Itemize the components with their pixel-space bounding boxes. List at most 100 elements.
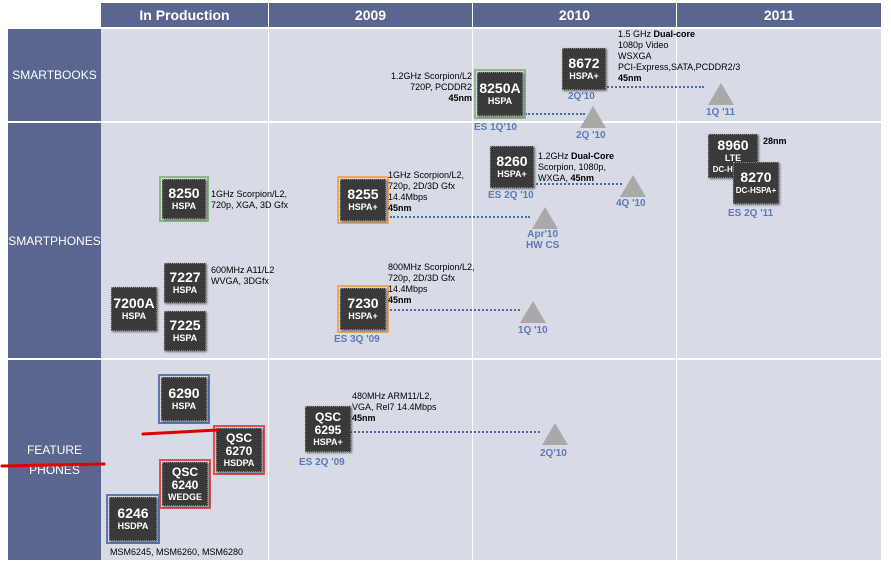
red-underline-bottom: [0, 462, 106, 468]
note-8260-l2: Scorpion, 1080p,: [538, 162, 607, 172]
connector-8672: [604, 86, 704, 88]
note-8260: 1.2GHz Dual-Core Scorpion, 1080p, WXGA, …: [538, 151, 614, 184]
milestone-triangle-apr10: [532, 207, 558, 229]
chip-8270: 8270 DC-HSPA+: [733, 162, 779, 204]
chip-qsc6270: QSC 6270 HSDPA: [216, 428, 262, 472]
note-7227-l2: WVGA, 3DGfx: [211, 276, 270, 286]
chip-8255-sub: HSPA+: [348, 202, 378, 212]
chip-qsc6295-l1: QSC: [314, 409, 341, 424]
frame-qsc6270: [213, 425, 265, 475]
cell-smartbooks-2009: [269, 29, 472, 121]
chip-qsc6240-l2: 6240: [171, 477, 199, 492]
chip-8270-sub: DC-HSPA+: [735, 186, 777, 195]
row-label-feature-line1: FEATURE: [26, 443, 83, 457]
connector-7230: [390, 309, 520, 311]
frame-6290: [158, 374, 210, 424]
note-8672-l1a: 1.5 GHz: [618, 29, 654, 39]
header-2010: 2010: [473, 3, 676, 27]
note-7227-l1: 600MHz A11/L2: [211, 265, 275, 275]
milestone-triangle-2q10: [580, 106, 606, 128]
note-8250a-l2: 720P, PCDDR2: [410, 82, 472, 92]
note-6295-l2: VGA, Rel7 14.4Mbps: [352, 402, 437, 412]
chip-7227-name: 7227: [169, 269, 201, 285]
date-6295: ES 2Q '09: [299, 457, 345, 468]
milestone-triangle-4q10: [620, 175, 646, 197]
note-8960: 28nm: [763, 136, 787, 146]
note-8255: 1GHz Scorpion/L2, 720p, 2D/3D Gfx 14.4Mb…: [388, 170, 464, 214]
note-8672-l1b: Dual-core: [653, 29, 696, 39]
red-underline-top: [141, 428, 220, 436]
chip-6290-name: 6290: [168, 385, 200, 401]
chip-8250-name: 8250: [168, 185, 200, 201]
chip-8250: 8250 HSPA: [162, 179, 206, 219]
note-8672: 1.5 GHz Dual-core 1080p Video WSXGA PCI-…: [618, 29, 740, 84]
chip-7230-sub: HSPA+: [348, 311, 378, 321]
date-tri-1q10: 1Q '10: [518, 325, 548, 336]
connector-8250a: [525, 113, 585, 115]
chip-8250a: 8250A HSPA: [477, 72, 523, 116]
date-tri-apr10-l2: HW CS: [526, 240, 560, 251]
chip-7230-name: 7230: [347, 295, 379, 311]
date-tri-2q10b: 2Q'10: [540, 448, 567, 459]
chip-7225-sub: HSPA: [172, 333, 198, 343]
note-8260-l3b: 45nm: [570, 173, 595, 183]
note-8255-l4: 45nm: [388, 203, 412, 213]
note-7230-l1: 800MHz Scorpion/L2,: [388, 262, 475, 272]
cell-feature-2011: [677, 360, 881, 560]
chip-8250-sub: HSPA: [171, 201, 197, 211]
chip-7227: 7227 HSPA: [164, 263, 206, 303]
header-2009: 2009: [269, 3, 472, 27]
note-8250-l1: 1GHz Scorpion/L2,: [211, 189, 288, 199]
chip-7225: 7225 HSPA: [164, 311, 206, 351]
note-7230-l2: 720p, 2D/3D Gfx: [388, 273, 456, 283]
note-6246: MSM6245, MSM6260, MSM6280: [110, 547, 244, 557]
chip-qsc6295-l2: 6295: [314, 422, 342, 437]
chip-8255: 8255 HSPA+: [340, 179, 386, 221]
date-tri-apr10: Apr'10 HW CS: [526, 229, 559, 251]
chip-6246-sub: HSDPA: [117, 521, 149, 531]
note-6295-l1: 480MHz ARM11/L2,: [352, 391, 432, 401]
chip-7200a: 7200A HSPA: [111, 287, 157, 331]
date-8672: 2Q'10: [568, 91, 595, 102]
chip-6246-name: 6246: [117, 505, 149, 521]
note-8255-l3: 14.4Mbps: [388, 192, 428, 202]
note-8260-l1: 1.2GHz Dual-Core: [538, 151, 614, 162]
chip-qsc6270-l1: QSC: [225, 430, 252, 445]
note-8672-l4: PCI-Express,SATA,PCDDR2/3: [618, 62, 741, 72]
date-7230: ES 3Q '09: [334, 334, 380, 345]
milestone-triangle-2q10b: [542, 423, 568, 445]
frame-8255: [337, 176, 389, 224]
date-8270: ES 2Q '11: [728, 208, 774, 219]
note-7230: 800MHz Scorpion/L2, 720p, 2D/3D Gfx 14.4…: [388, 262, 475, 306]
chip-6246: 6246 HSDPA: [109, 497, 157, 541]
note-8250: 1GHz Scorpion/L2, 720p, XGA, 3D Gfx: [211, 189, 288, 211]
cell-feature-2010: [473, 360, 676, 560]
cell-smartbooks-2011: [677, 29, 881, 121]
date-8250a: ES 1Q'10: [474, 122, 517, 133]
milestone-triangle-1q10: [520, 301, 546, 323]
frame-6246: [106, 494, 160, 544]
note-7230-l4: 45nm: [388, 295, 412, 305]
note-8250a-l1: 1.2GHz Scorpion/L2: [390, 71, 472, 81]
chip-8270-name: 8270: [740, 169, 772, 185]
date-8260: ES 2Q '10: [488, 190, 534, 201]
header-2011: 2011: [677, 3, 881, 27]
chip-8250a-sub: HSPA: [487, 96, 513, 106]
note-8250a-l3: 45nm: [448, 93, 472, 103]
chip-8255-name: 8255: [347, 186, 379, 202]
chip-qsc6270-l2: 6270: [225, 443, 253, 458]
frame-8250a: [474, 69, 526, 119]
chip-qsc6295: QSC 6295 HSPA+: [305, 406, 351, 452]
frame-7230: [337, 285, 389, 333]
chip-8960-name: 8960: [717, 136, 749, 153]
chip-qsc6240-sub: WEDGE: [167, 491, 202, 502]
note-8260-l3: WXGA, 45nm: [538, 173, 614, 184]
chip-qsc6270-sub: HSDPA: [223, 457, 255, 468]
note-8250a: 1.2GHz Scorpion/L2 720P, PCDDR2 45nm: [382, 71, 472, 104]
note-8260-l3a: WXGA,: [538, 173, 571, 183]
header-in-production: In Production: [101, 3, 268, 27]
note-6295-l3: 45nm: [352, 413, 376, 423]
note-8250-l2: 720p, XGA, 3D Gfx: [211, 200, 289, 210]
note-8672-l3: WSXGA: [618, 51, 652, 61]
chip-7230: 7230 HSPA+: [340, 288, 386, 330]
